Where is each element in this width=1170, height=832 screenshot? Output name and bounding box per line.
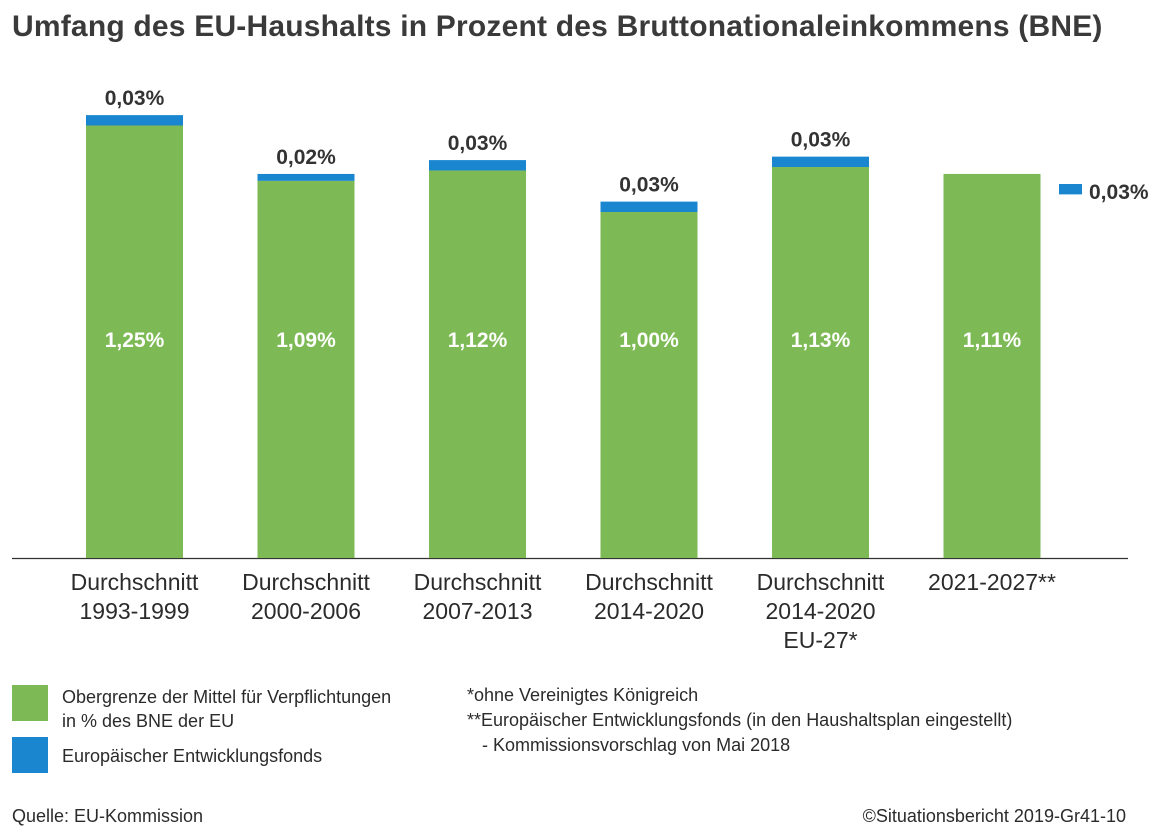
bar-label-green: 1,11% bbox=[963, 329, 1022, 352]
bar-blue bbox=[86, 115, 183, 126]
bar-blue bbox=[600, 201, 698, 212]
bar-green bbox=[943, 173, 1041, 558]
bar-green bbox=[600, 212, 698, 558]
category-label: 2007-2013 bbox=[423, 598, 533, 624]
bar-label-blue: 0,03% bbox=[1089, 181, 1149, 204]
legend-label-line: Obergrenze der Mittel für Verpflichtunge… bbox=[62, 687, 392, 707]
category-label: Durchschnitt bbox=[71, 569, 199, 595]
bar-label-green: 1,13% bbox=[791, 329, 851, 352]
bar-label-blue: 0,03% bbox=[791, 129, 851, 152]
bar-blue bbox=[1059, 184, 1082, 195]
bar-green bbox=[772, 167, 869, 558]
category-label: 2014-2020 bbox=[594, 598, 704, 624]
legend-item-green: Obergrenze der Mittel für Verpflichtunge… bbox=[12, 685, 452, 733]
category-label: Durchschnitt bbox=[585, 569, 713, 595]
legend-label-blue: Europäischer Entwicklungsfonds bbox=[62, 746, 323, 766]
legend-swatch-blue bbox=[12, 737, 48, 773]
bar-label-green: 1,12% bbox=[448, 329, 508, 352]
legend-label-green: Obergrenze der Mittel für Verpflichtunge… bbox=[62, 685, 452, 733]
category-label: 2014-2020 bbox=[766, 598, 876, 624]
bar-blue bbox=[772, 156, 869, 168]
category-label: Durchschnitt bbox=[757, 569, 885, 595]
category-label: 1993-1999 bbox=[80, 598, 190, 624]
footnote: *ohne Vereinigtes Königreich bbox=[467, 685, 699, 705]
bar-chart: 1,25% 0,03% Durchschnitt 1993-1999 1,09% 0,02… bbox=[12, 87, 1149, 653]
category-label: Durchschnitt bbox=[414, 569, 542, 595]
bar-blue bbox=[429, 160, 526, 171]
bar-label-green: 1,00% bbox=[619, 329, 679, 352]
bar-label-blue: 0,03% bbox=[105, 87, 165, 110]
category-label: Durchschnitt bbox=[242, 569, 370, 595]
source-text: Quelle: EU-Kommission bbox=[12, 806, 204, 826]
footnotes: *ohne Vereinigtes Königreich **Europäisc… bbox=[467, 683, 1012, 758]
bar-label-blue: 0,03% bbox=[619, 174, 679, 197]
legend-swatch-green bbox=[12, 685, 48, 721]
bar-label-green: 1,25% bbox=[105, 329, 165, 352]
bar-green bbox=[86, 125, 183, 558]
category-label: 2021-2027** bbox=[928, 569, 1056, 595]
footnote: - Kommissionsvorschlag von Mai 2018 bbox=[467, 735, 791, 755]
category-label: EU-27* bbox=[783, 627, 857, 653]
legend-item-blue: Europäischer Entwicklungsfonds bbox=[12, 737, 452, 773]
credit-text: ©Situationsbericht 2019-Gr41-10 bbox=[862, 806, 1126, 826]
bar-label-blue: 0,02% bbox=[276, 146, 336, 169]
bar-label-green: 1,09% bbox=[276, 329, 336, 352]
chart-title: Umfang des EU-Haushalts in Prozent des B… bbox=[12, 10, 1103, 43]
category-label: 2000-2006 bbox=[251, 598, 361, 624]
bar-label-blue: 0,03% bbox=[448, 132, 508, 155]
bar-green bbox=[429, 170, 526, 559]
bar-blue bbox=[257, 173, 355, 181]
bar-green bbox=[257, 180, 355, 559]
legend-label-line: in % des BNE der EU bbox=[62, 711, 235, 731]
footnote: **Europäischer Entwicklungsfonds (in den… bbox=[467, 710, 1013, 730]
